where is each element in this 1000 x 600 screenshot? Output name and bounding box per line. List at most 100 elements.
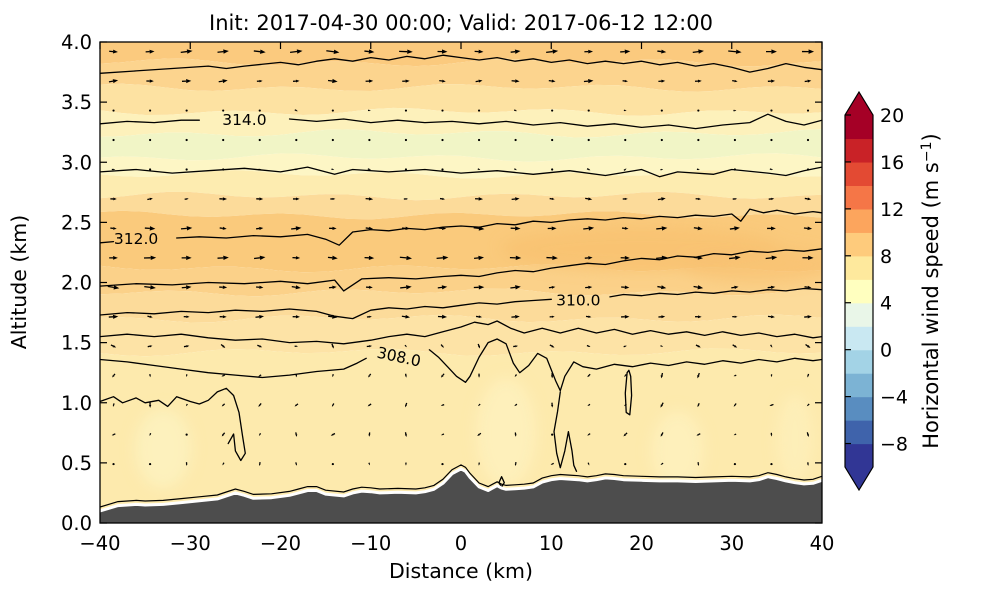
wind-arrow-head: [624, 404, 626, 407]
wind-arrow-head: [258, 463, 261, 467]
wind-arrow-shaft: [290, 50, 298, 53]
wind-arrow-head: [258, 434, 261, 436]
wind-arrow-head: [808, 49, 815, 54]
wind-arrow-head: [623, 433, 627, 437]
fill-band: [100, 58, 822, 92]
wind-arrow-head: [148, 404, 152, 408]
wind-arrow-dot: [404, 168, 408, 171]
wind-arrow-shaft: [440, 344, 443, 347]
wind-arrow-head: [770, 345, 773, 348]
x-axis-label: Distance (km): [389, 559, 533, 583]
wind-arrow-shaft: [657, 198, 662, 201]
wind-arrow-shaft: [478, 403, 481, 406]
fill-patch: [476, 377, 537, 488]
wind-arrow-head: [588, 345, 591, 347]
wind-arrow-shaft: [734, 403, 737, 406]
wind-arrow-shaft: [223, 374, 226, 377]
y-tick-label: 3.5: [61, 91, 92, 114]
wind-arrow-head: [332, 375, 334, 378]
wind-arrow-shaft: [436, 257, 443, 260]
wind-arrow-shaft: [549, 344, 553, 347]
wind-arrow-head: [407, 49, 413, 54]
wind-arrow-shaft: [771, 403, 774, 406]
colorbar-label-close: ): [919, 133, 943, 141]
wind-arrow-head: [734, 255, 741, 260]
wind-arrow-head: [258, 404, 261, 407]
wind-arrow-head: [368, 197, 374, 201]
wind-arrow-head: [588, 79, 594, 84]
wind-arrow-dot: [331, 109, 334, 112]
wind-arrow-dot: [185, 433, 188, 436]
wind-arrow-dot: [185, 109, 188, 112]
wind-arrow-head: [405, 314, 411, 319]
wind-arrow-head: [514, 375, 517, 377]
wind-arrow-shaft: [473, 227, 480, 230]
wind-arrow-dot: [148, 168, 152, 171]
wind-arrow-head: [405, 375, 407, 378]
wind-arrow-head: [259, 197, 264, 201]
wind-arrow-head: [550, 463, 553, 465]
wind-arrow-head: [697, 463, 700, 467]
wind-arrow-head: [332, 168, 335, 171]
wind-arrow-head: [697, 345, 701, 348]
wind-arrow-head: [660, 463, 663, 466]
x-tick-label: −30: [170, 532, 211, 555]
wind-arrow-head: [587, 404, 590, 406]
wind-arrow-dot: [477, 138, 481, 142]
wind-arrow-head: [222, 315, 227, 319]
wind-arrow-head: [588, 315, 592, 318]
wind-arrow-head: [515, 285, 521, 290]
wind-arrow-head: [186, 315, 190, 319]
wind-arrow-head: [332, 78, 338, 84]
wind-arrow-head: [295, 79, 300, 83]
wind-arrow-head: [149, 434, 151, 436]
wind-arrow-head: [551, 285, 556, 289]
wind-arrow-head: [113, 285, 120, 290]
wind-arrow-shaft: [515, 403, 518, 406]
wind-arrow-head: [515, 168, 517, 171]
wind-arrow-head: [112, 344, 117, 348]
wind-arrow-head: [514, 404, 517, 407]
wind-arrow-head: [697, 315, 702, 319]
wind-arrow-head: [258, 374, 261, 377]
wind-arrow-shaft: [326, 50, 334, 53]
wind-arrow-shaft: [656, 257, 663, 259]
wind-arrow-head: [368, 255, 375, 260]
wind-arrow-shaft: [695, 344, 699, 347]
wind-arrow-shaft: [369, 403, 372, 406]
wind-arrow-head: [733, 404, 736, 407]
colorbar-segment: [845, 232, 873, 257]
wind-arrow-head: [295, 315, 300, 319]
wind-arrow-head: [368, 285, 373, 289]
wind-arrow-shaft: [657, 50, 662, 53]
wind-arrow-head: [588, 256, 593, 260]
wind-arrow-head: [771, 49, 777, 54]
wind-arrow-head: [807, 226, 813, 231]
wind-arrow-head: [807, 285, 812, 289]
wind-arrow-head: [807, 463, 809, 466]
wind-arrow-head: [624, 255, 630, 260]
x-tick-label: −10: [350, 532, 391, 555]
wind-arrow-head: [624, 314, 630, 319]
wind-arrow-head: [186, 49, 193, 54]
wind-arrow-head: [624, 168, 627, 171]
wind-arrow-head: [149, 49, 155, 54]
wind-arrow-shaft: [661, 372, 664, 376]
wind-arrow-head: [295, 197, 300, 201]
wind-arrow-shaft: [259, 403, 262, 406]
wind-arrow-shaft: [588, 373, 591, 377]
wind-arrow-shaft: [442, 403, 445, 406]
wind-arrow-shaft: [404, 344, 407, 347]
wind-arrow-shaft: [113, 373, 116, 376]
wind-arrow-head: [259, 226, 264, 231]
colorbar-tick-label: 12: [880, 199, 904, 221]
colorbar-under-arrow: [845, 467, 873, 490]
wind-arrow-shaft: [442, 433, 445, 436]
wind-arrow-head: [112, 314, 119, 319]
wind-arrow-dot: [624, 462, 627, 466]
wind-arrow-head: [368, 463, 370, 466]
wind-arrow-head: [295, 226, 302, 231]
contour-line-310: [609, 287, 822, 298]
wind-arrow-head: [808, 255, 814, 261]
wind-arrow-head: [406, 255, 413, 261]
